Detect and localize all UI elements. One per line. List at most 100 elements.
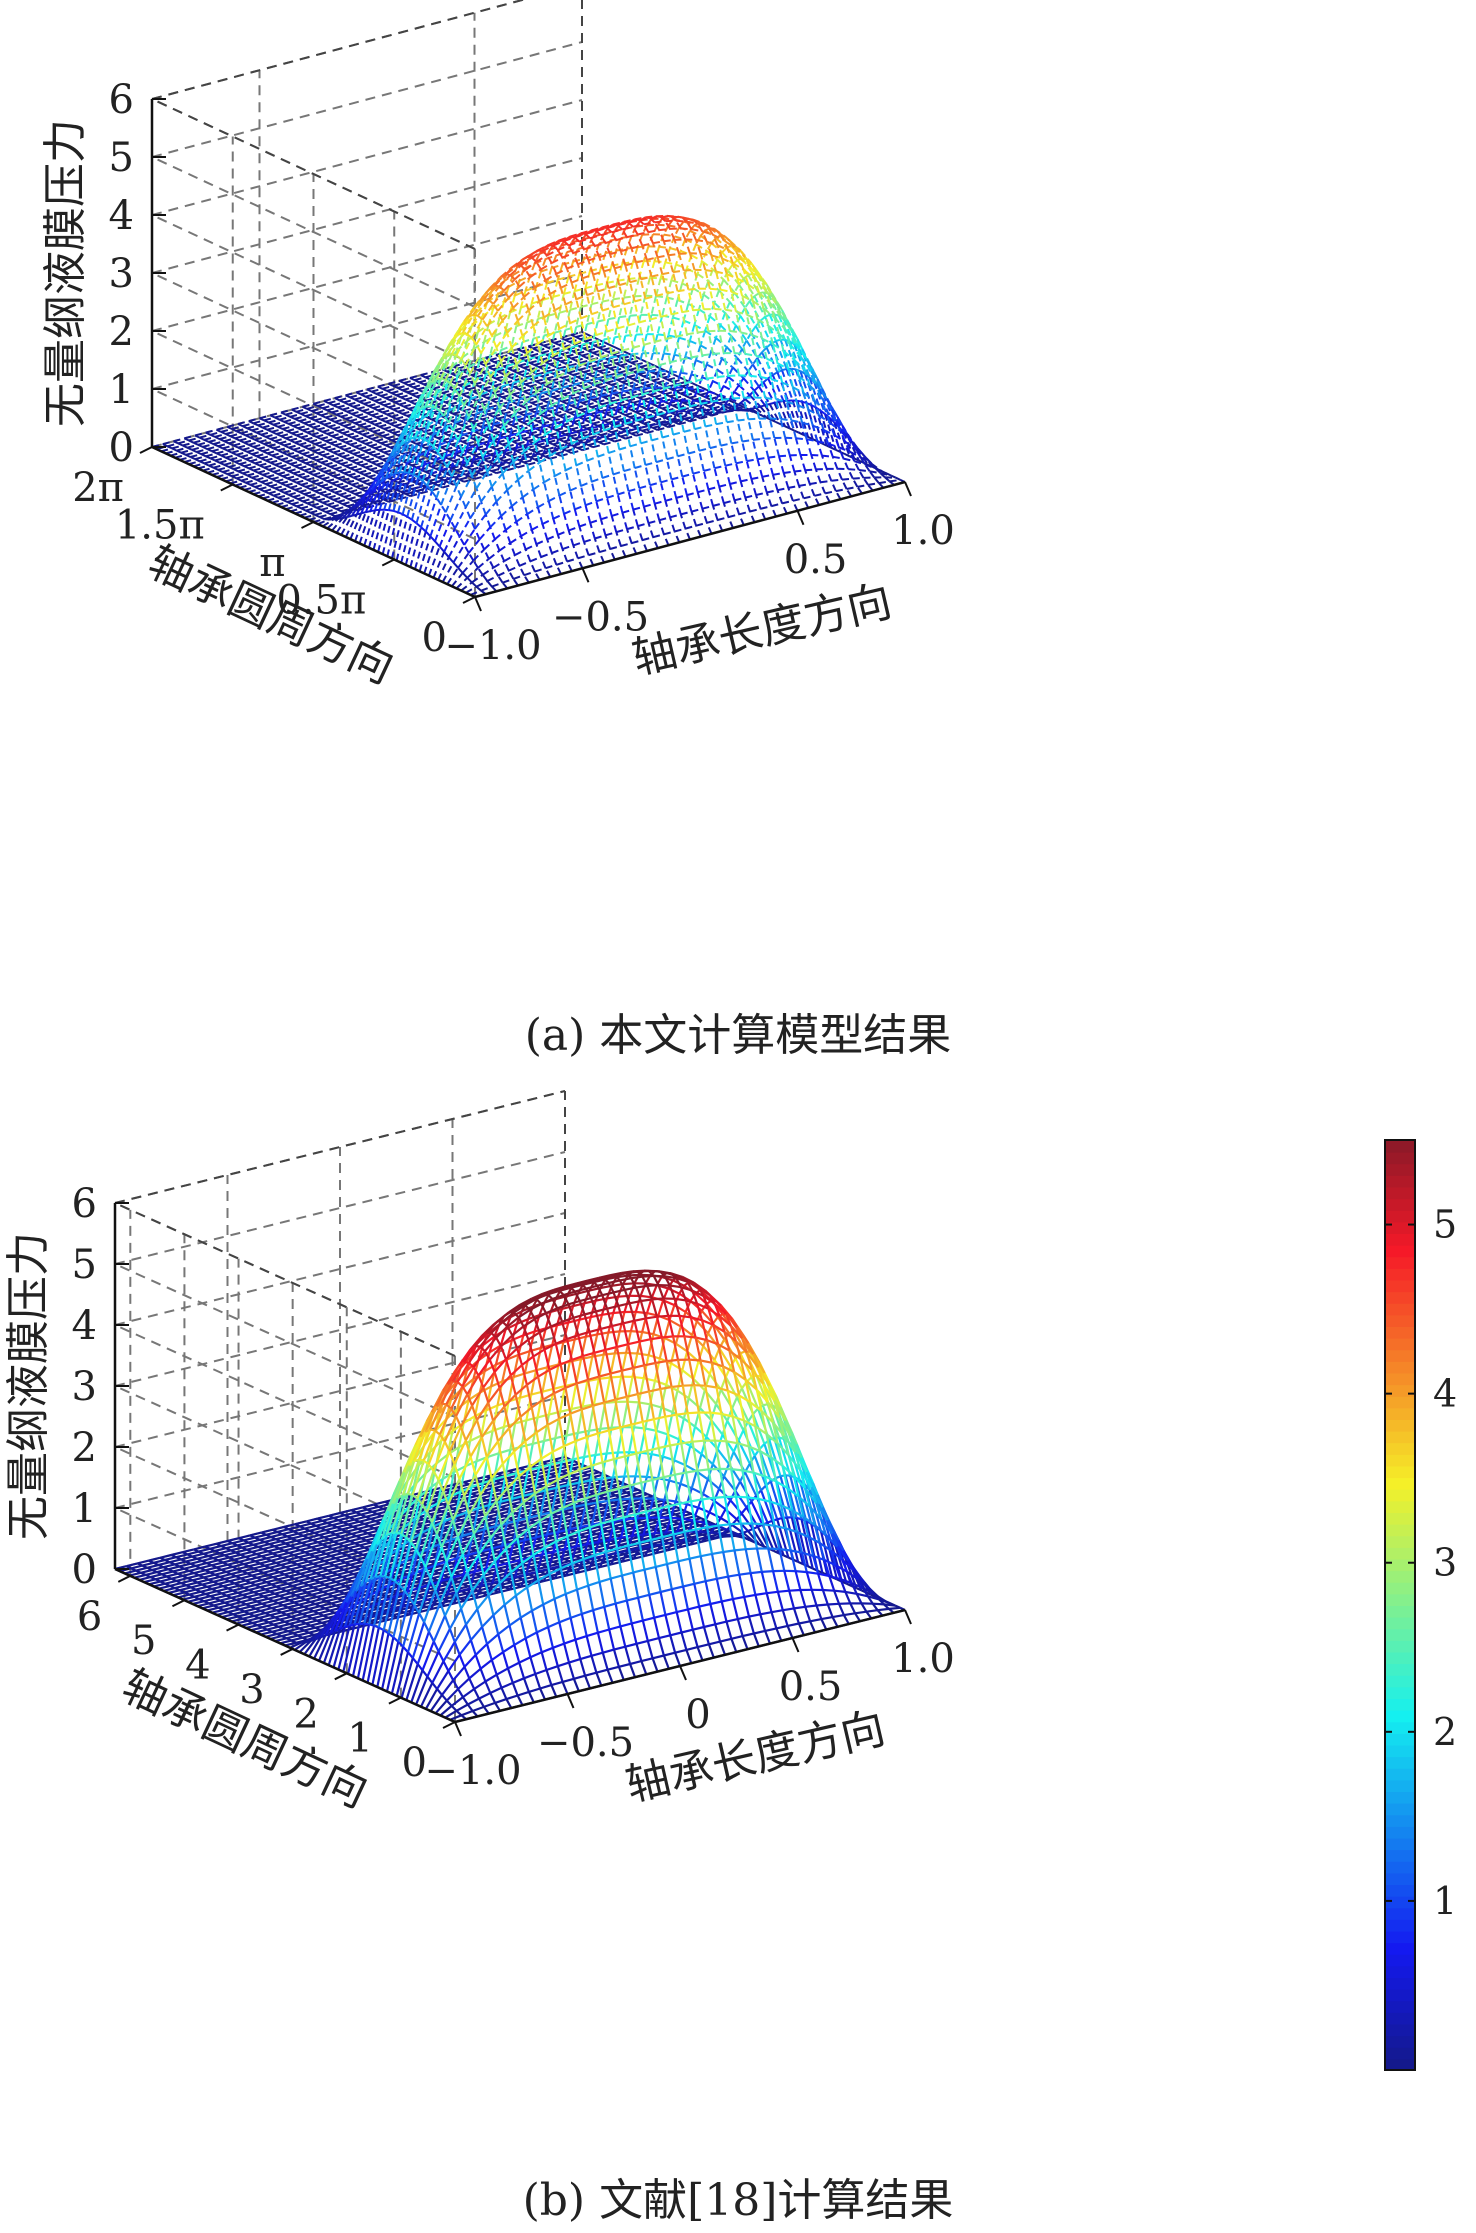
surface-mesh-line <box>819 409 826 415</box>
surface-mesh-line <box>501 393 514 399</box>
surface-mesh-line <box>386 437 393 442</box>
surface-mesh-line <box>451 372 457 377</box>
surface-mesh-line <box>707 226 714 236</box>
surface-mesh-line <box>308 495 314 500</box>
surface-mesh-line <box>240 455 247 461</box>
surface-mesh-line <box>240 453 253 458</box>
surface-mesh-line <box>512 437 525 443</box>
surface-mesh-line <box>663 376 669 381</box>
surface-mesh-line <box>460 444 472 450</box>
surface-mesh-line <box>300 480 313 486</box>
surface-mesh-line <box>276 456 282 461</box>
surface-mesh-line <box>767 324 780 335</box>
surface-mesh-line <box>668 423 680 429</box>
surface-mesh-line <box>730 291 737 312</box>
surface-mesh-line <box>328 449 334 454</box>
surface-mesh-line <box>220 428 233 433</box>
surface-mesh-line <box>277 449 284 454</box>
surface-mesh-line <box>546 267 553 284</box>
surface-mesh-line <box>572 252 579 265</box>
surface-mesh-line <box>624 363 637 369</box>
surface-mesh-line <box>718 232 725 241</box>
surface-mesh-line <box>279 415 291 421</box>
surface-mesh-line <box>377 406 389 412</box>
surface-mesh-line <box>487 285 501 301</box>
surface-mesh-line <box>492 420 505 426</box>
surface-mesh-line <box>331 411 337 416</box>
surface-mesh-line <box>507 367 514 372</box>
surface-mesh-line <box>706 363 718 371</box>
surface-mesh-line <box>188 436 200 442</box>
surface-mesh-line <box>699 330 707 346</box>
surface-mesh-line <box>745 314 753 336</box>
surface-mesh-line <box>331 432 343 438</box>
surface-mesh-line <box>550 370 558 391</box>
surface-mesh-line <box>345 485 357 491</box>
surface-mesh-line <box>419 436 425 441</box>
surface-mesh-line <box>372 454 379 459</box>
surface-mesh-line <box>411 464 417 469</box>
surface-mesh-line <box>528 413 540 419</box>
surface-mesh-line <box>339 446 345 451</box>
surface-mesh-line <box>699 393 706 398</box>
surface-mesh-line <box>348 400 360 406</box>
surface-mesh-line <box>478 287 491 302</box>
surface-mesh-line <box>322 427 334 433</box>
surface-mesh-line <box>340 439 347 444</box>
surface-mesh-line <box>280 458 287 463</box>
surface-mesh-line <box>275 433 282 438</box>
surface-mesh-line <box>375 392 382 397</box>
surface-mesh-line <box>508 280 520 288</box>
surface-mesh-line <box>428 477 440 483</box>
surface-mesh-line <box>397 478 409 484</box>
surface-mesh-line <box>416 487 428 493</box>
surface-mesh-line <box>630 432 637 437</box>
surface-mesh-line <box>452 433 465 439</box>
surface-mesh-line <box>570 404 577 409</box>
surface-mesh-line <box>555 366 568 372</box>
surface-mesh-line <box>225 430 237 435</box>
surface-mesh-line <box>322 430 328 435</box>
surface-mesh-line <box>360 464 367 469</box>
surface-mesh-line <box>322 404 334 410</box>
surface-mesh-line <box>574 338 586 345</box>
surface-mesh-line <box>391 412 403 418</box>
surface-mesh-line <box>439 439 451 447</box>
surface-mesh-line <box>668 224 680 229</box>
surface-mesh-line <box>435 394 448 399</box>
surface-mesh-line <box>517 369 529 374</box>
surface-mesh-line <box>277 422 289 428</box>
surface-mesh-line <box>592 274 599 292</box>
surface-mesh-line <box>684 394 691 399</box>
surface-mesh-line <box>541 244 554 252</box>
surface-mesh-line <box>289 486 296 491</box>
surface-mesh-line <box>552 279 559 298</box>
surface-mesh-line <box>602 226 608 229</box>
surface-mesh-line <box>675 386 687 390</box>
surface-mesh-line <box>436 477 448 483</box>
surface-mesh-line <box>646 429 658 434</box>
surface-mesh-line <box>627 423 634 428</box>
surface-mesh-line <box>672 316 684 322</box>
surface-mesh-line <box>518 361 531 367</box>
surface-mesh-line <box>515 376 528 381</box>
surface-mesh-line <box>652 240 664 245</box>
surface-mesh-line <box>332 451 339 456</box>
surface-mesh-line <box>472 456 485 462</box>
surface-mesh-line <box>263 466 270 471</box>
surface-mesh-line <box>594 365 606 371</box>
surface-mesh-line <box>561 421 574 427</box>
surface-mesh-line <box>371 498 383 504</box>
surface-mesh-line <box>383 473 396 510</box>
surface-mesh-line <box>537 438 549 444</box>
surface-mesh-line <box>541 348 554 354</box>
surface-mesh-line <box>632 378 638 383</box>
surface-mesh-line <box>689 416 696 423</box>
surface-mesh-line <box>412 438 426 475</box>
surface-mesh-line <box>531 256 537 263</box>
surface-mesh-line <box>506 460 513 471</box>
surface-mesh-line <box>404 398 411 403</box>
surface-mesh-line <box>435 383 448 395</box>
surface-mesh-line <box>331 408 343 414</box>
surface-mesh-line <box>368 473 380 478</box>
